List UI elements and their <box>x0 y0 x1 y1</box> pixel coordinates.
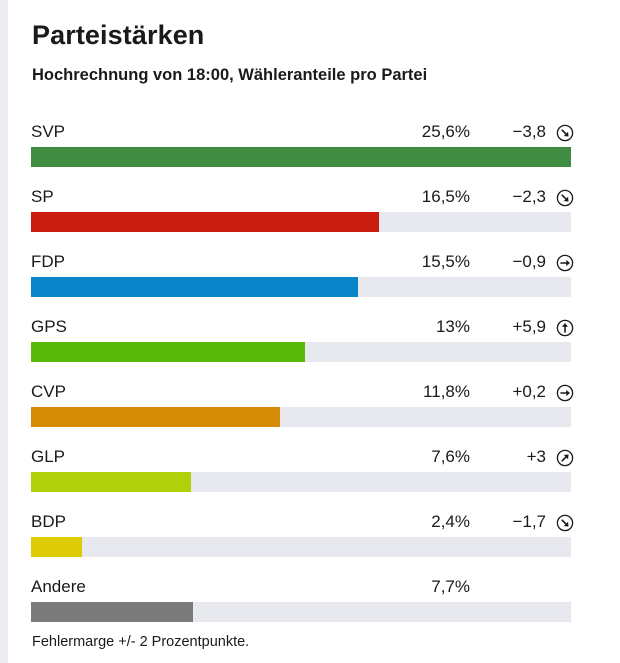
vote-share-label: 7,6% <box>431 447 470 466</box>
party-label: CVP <box>31 382 66 401</box>
bar-track <box>31 602 571 622</box>
trend-down-icon <box>556 514 574 532</box>
party-row-svp: SVP 25,6% −3,8 <box>31 122 574 182</box>
trend-up-icon <box>556 319 574 337</box>
bar-track <box>31 472 571 492</box>
bar-track <box>31 342 571 362</box>
bar-track <box>31 212 571 232</box>
vote-share-label: 16,5% <box>421 187 470 206</box>
vote-share-label: 13% <box>435 317 470 336</box>
trend-flat-icon <box>556 254 574 272</box>
vote-share-label: 11,8% <box>423 382 470 401</box>
bar-track <box>31 407 571 427</box>
party-label: GLP <box>31 447 66 466</box>
trend-flat-icon <box>556 384 574 402</box>
trend-down-icon <box>556 124 574 142</box>
party-row-andere: Andere 7,7% <box>31 577 574 637</box>
change-label: +0,2 <box>512 382 546 401</box>
bar-bdp <box>31 537 82 557</box>
vote-share-label: 7,7% <box>431 577 470 596</box>
bar-track <box>31 277 571 297</box>
party-label: GPS <box>31 317 67 336</box>
party-label: FDP <box>31 252 65 271</box>
bar-track <box>31 537 571 557</box>
change-label: −3,8 <box>512 122 546 141</box>
trend-up-right-icon <box>556 449 574 467</box>
party-row-cvp: CVP 11,8% +0,2 <box>31 382 574 442</box>
vote-share-label: 25,6% <box>421 122 470 141</box>
error-margin-note: Fehlermarge +/- 2 Prozentpunkte. <box>32 634 250 650</box>
chart-subtitle: Hochrechnung von 18:00, Wähleranteile pr… <box>32 66 428 84</box>
bar-fdp <box>31 277 358 297</box>
bar-andere <box>31 602 193 622</box>
bar-sp <box>31 212 379 232</box>
left-border <box>0 0 8 663</box>
party-row-fdp: FDP 15,5% −0,9 <box>31 252 574 312</box>
party-row-gps: GPS 13% +5,9 <box>31 317 574 377</box>
bar-track <box>31 147 571 167</box>
change-label: −0,9 <box>512 252 546 271</box>
change-label: +5,9 <box>512 317 546 336</box>
party-label: SP <box>31 187 54 206</box>
change-label: +3 <box>526 447 546 466</box>
vote-share-label: 2,4% <box>431 512 470 531</box>
trend-down-icon <box>556 189 574 207</box>
chart-title: Parteistärken <box>32 20 205 50</box>
party-row-bdp: BDP 2,4% −1,7 <box>31 512 574 572</box>
party-label: SVP <box>31 122 66 141</box>
party-row-glp: GLP 7,6% +3 <box>31 447 574 507</box>
party-label: Andere <box>31 577 86 596</box>
vote-share-label: 15,5% <box>421 252 470 271</box>
change-label: −1,7 <box>512 512 546 531</box>
change-label: −2,3 <box>512 187 546 206</box>
bar-gps <box>31 342 305 362</box>
bar-cvp <box>31 407 280 427</box>
bar-glp <box>31 472 191 492</box>
bar-svp <box>31 147 571 167</box>
party-label: BDP <box>31 512 66 531</box>
party-row-sp: SP 16,5% −2,3 <box>31 187 574 247</box>
